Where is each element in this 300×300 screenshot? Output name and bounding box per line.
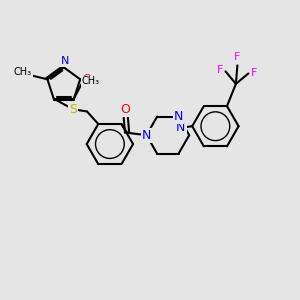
Text: N: N [142, 129, 151, 142]
Text: O: O [121, 103, 130, 116]
Text: S: S [69, 103, 77, 116]
Text: F: F [217, 65, 223, 75]
Text: N: N [176, 121, 186, 134]
Text: N: N [61, 56, 70, 66]
Text: F: F [234, 52, 241, 62]
Text: F: F [250, 68, 257, 79]
Text: O: O [82, 74, 91, 84]
Text: N: N [174, 110, 183, 123]
Text: CH₃: CH₃ [82, 76, 100, 86]
Text: CH₃: CH₃ [14, 67, 32, 77]
